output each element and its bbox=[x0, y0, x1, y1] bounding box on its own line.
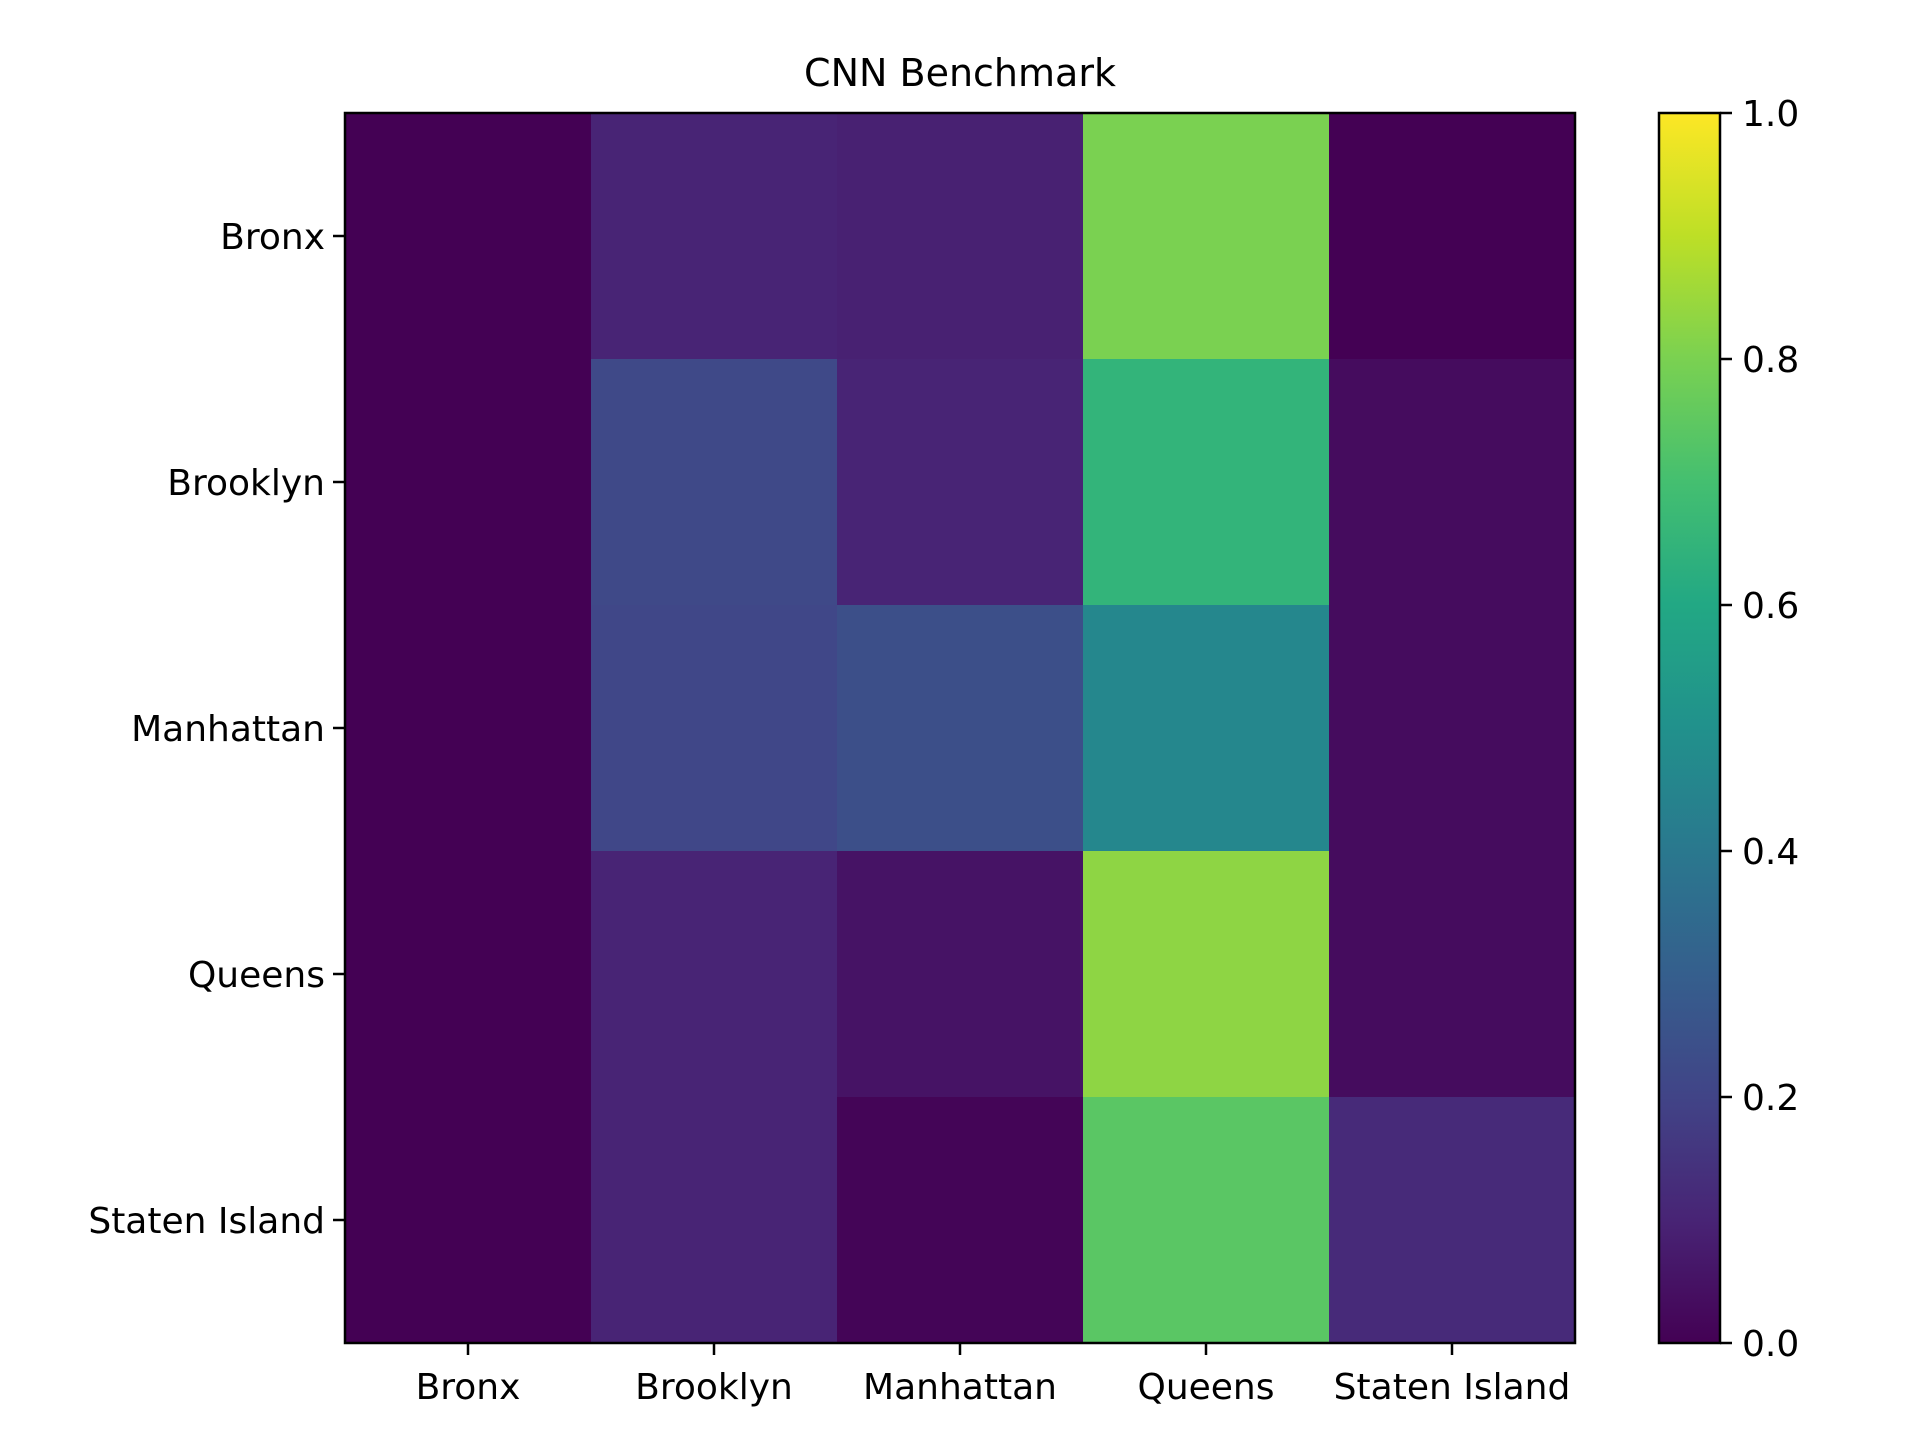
heatmap-cell bbox=[837, 851, 1084, 1098]
heatmap-cell bbox=[591, 359, 838, 606]
heatmap-cell bbox=[837, 113, 1084, 360]
y-tick-label: Bronx bbox=[220, 217, 325, 258]
y-tick-label: Staten Island bbox=[88, 1201, 325, 1242]
heatmap-cell bbox=[591, 851, 838, 1098]
y-tick-label: Manhattan bbox=[131, 709, 325, 750]
y-axis: Bronx Brooklyn Manhattan Queens Staten Islan… bbox=[88, 217, 345, 1242]
heatmap-cell bbox=[345, 851, 592, 1098]
heatmap-cell bbox=[837, 605, 1084, 852]
heatmap-cell bbox=[345, 359, 592, 606]
heatmap-cell bbox=[345, 113, 592, 360]
heatmap-cell bbox=[1329, 113, 1576, 360]
heatmap-cell bbox=[591, 113, 838, 360]
heatmap-cell bbox=[345, 605, 592, 852]
x-tick-label: Staten Island bbox=[1334, 1367, 1571, 1408]
heatmap-cell bbox=[1083, 851, 1330, 1098]
x-axis: Bronx Brooklyn Manhattan Queens Staten Islan… bbox=[416, 1343, 1571, 1408]
colorbar-tick-label: 0.2 bbox=[1742, 1078, 1799, 1119]
x-tick-label: Manhattan bbox=[863, 1367, 1057, 1408]
heatmap-cell bbox=[1329, 605, 1576, 852]
heatmap-cell bbox=[345, 1097, 592, 1344]
colorbar-tick-label: 0.8 bbox=[1742, 340, 1799, 381]
heatmap-cell bbox=[1083, 113, 1330, 360]
heatmap-cell bbox=[837, 1097, 1084, 1344]
heatmap-cell bbox=[1329, 851, 1576, 1098]
heatmap-cell bbox=[837, 359, 1084, 606]
x-tick-label: Brooklyn bbox=[635, 1367, 793, 1408]
heatmap-cells bbox=[345, 113, 1576, 1344]
heatmap-cell bbox=[1329, 359, 1576, 606]
heatmap-cell bbox=[1083, 359, 1330, 606]
x-tick-label: Bronx bbox=[416, 1367, 521, 1408]
colorbar-axis: 0.0 0.2 0.4 0.6 0.8 1.0 bbox=[1720, 94, 1799, 1365]
heatmap-cell bbox=[1083, 605, 1330, 852]
x-tick-label: Queens bbox=[1137, 1367, 1274, 1408]
chart-title: CNN Benchmark bbox=[804, 51, 1116, 95]
heatmap-cell bbox=[1329, 1097, 1576, 1344]
y-tick-label: Queens bbox=[188, 955, 325, 996]
colorbar-tick-label: 0.6 bbox=[1742, 586, 1799, 627]
heatmap-cell bbox=[591, 1097, 838, 1344]
y-tick-label: Brooklyn bbox=[167, 463, 325, 504]
colorbar bbox=[1657, 111, 1722, 1345]
heatmap-cell bbox=[1083, 1097, 1330, 1344]
colorbar-tick-label: 0.0 bbox=[1742, 1324, 1799, 1365]
colorbar-tick-label: 0.4 bbox=[1742, 832, 1799, 873]
heatmap-cell bbox=[591, 605, 838, 852]
colorbar-tick-label: 1.0 bbox=[1742, 94, 1799, 135]
